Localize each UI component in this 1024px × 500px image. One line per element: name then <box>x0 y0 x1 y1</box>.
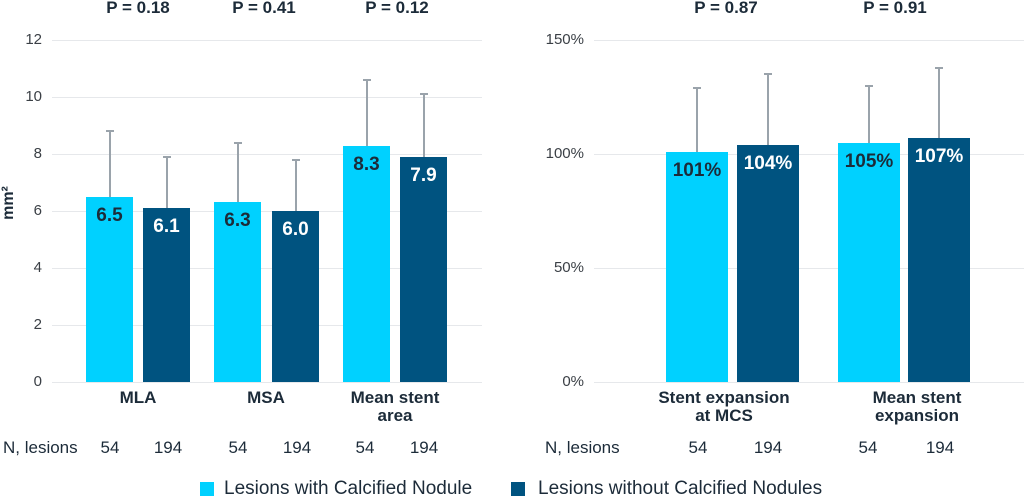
error-bar-cap <box>362 79 371 82</box>
y-tick-label: 6 <box>33 202 42 219</box>
category-label: Stent expansion at MCS <box>658 388 790 425</box>
value-label-with-nodule: 105% <box>844 150 894 172</box>
p-value: P = 0.41 <box>232 0 296 17</box>
error-bar <box>108 131 111 197</box>
y-tick-label: 12 <box>25 31 42 49</box>
y-tick-label: 4 <box>33 258 42 276</box>
bar-without-nodule <box>143 208 190 382</box>
gridline <box>52 97 482 98</box>
y-tick-label: 8 <box>33 145 42 163</box>
gridline <box>52 211 482 212</box>
p-value: P = 0.87 <box>694 0 758 17</box>
n-lesions-value: 54 <box>228 438 248 457</box>
legend-label-with-nodule: Lesions with Calcified Nodule <box>224 478 473 499</box>
bar-with-nodule <box>214 202 261 382</box>
bar-with-nodule <box>343 145 390 382</box>
gridline <box>594 268 1024 269</box>
error-bar-cap <box>105 130 114 133</box>
n-lesions-value: 194 <box>282 438 312 457</box>
error-bar <box>938 67 940 139</box>
value-label-without-nodule: 6.0 <box>282 219 309 240</box>
n-lesions-value: 194 <box>925 438 955 457</box>
n-lesions-value: 194 <box>753 438 783 457</box>
error-bar-cap <box>162 155 171 158</box>
category-label: MLA <box>119 388 157 407</box>
bar-without-nodule <box>272 211 319 382</box>
n-lesions-value: 54 <box>355 438 375 457</box>
error-bar-cap <box>935 66 943 69</box>
n-lesions-label: N, lesions <box>545 438 620 457</box>
category-label: MSA <box>247 388 285 407</box>
gridline <box>52 154 482 155</box>
value-label-with-nodule: 8.3 <box>353 153 380 175</box>
gridline <box>594 154 1024 155</box>
legend-swatch-with-nodule <box>200 482 214 496</box>
error-bar <box>767 74 769 145</box>
gridline <box>52 382 482 383</box>
y-tick-label: 10 <box>25 88 42 106</box>
bar-without-nodule <box>737 144 799 382</box>
error-bar <box>165 156 168 209</box>
n-lesions-value: 194 <box>409 438 439 457</box>
error-bar <box>422 94 425 157</box>
gridline <box>52 268 482 269</box>
n-lesions-value: 194 <box>153 438 183 457</box>
y-tick-label: 100% <box>545 145 584 163</box>
value-label-with-nodule: 6.3 <box>224 210 251 232</box>
gridline <box>52 325 482 326</box>
value-label-without-nodule: 7.9 <box>410 164 437 186</box>
y-tick-label: 0% <box>562 372 584 390</box>
legend-label-without-nodule: Lesions without Calcified Nodules <box>538 478 823 499</box>
y-tick-label: 2 <box>33 315 42 333</box>
error-bar-cap <box>233 141 242 144</box>
value-label-without-nodule: 6.1 <box>153 216 180 238</box>
error-bar <box>294 159 297 211</box>
error-bar-cap <box>865 84 873 87</box>
error-bar <box>868 85 870 143</box>
p-value: P = 0.12 <box>365 0 429 17</box>
gridline <box>594 40 1024 41</box>
error-bar <box>696 88 698 152</box>
n-lesions-value: 54 <box>688 438 708 457</box>
n-lesions-value: 54 <box>858 438 878 457</box>
y-tick-label: 0 <box>33 372 42 390</box>
n-lesions-label: N, lesions <box>3 438 78 457</box>
error-bar <box>365 80 368 146</box>
y-tick-label: 50% <box>553 258 584 276</box>
category-label: Mean stent expansion <box>872 388 962 425</box>
bar-with-nodule <box>666 151 728 382</box>
p-value: P = 0.18 <box>106 0 170 17</box>
n-lesions-value: 54 <box>100 438 120 457</box>
category-label: Mean stent area <box>350 388 440 425</box>
gridline <box>594 382 1024 383</box>
error-bar-cap <box>693 87 701 90</box>
bar-without-nodule <box>400 156 447 382</box>
p-value: P = 0.91 <box>863 0 927 17</box>
bar-without-nodule <box>908 138 970 382</box>
value-label-without-nodule: 104% <box>743 152 793 174</box>
error-bar-cap <box>419 93 428 96</box>
y-tick-label: 150% <box>545 31 584 49</box>
bar-with-nodule <box>86 196 133 382</box>
gridline <box>52 40 482 41</box>
value-label-with-nodule: 101% <box>672 159 722 181</box>
error-bar <box>236 142 239 203</box>
value-label-without-nodule: 107% <box>914 146 964 168</box>
error-bar-cap <box>764 73 772 76</box>
value-label-with-nodule: 6.5 <box>96 204 123 226</box>
bar-with-nodule <box>838 142 900 382</box>
error-bar-cap <box>291 158 300 161</box>
legend-swatch-without-nodule <box>511 482 525 496</box>
